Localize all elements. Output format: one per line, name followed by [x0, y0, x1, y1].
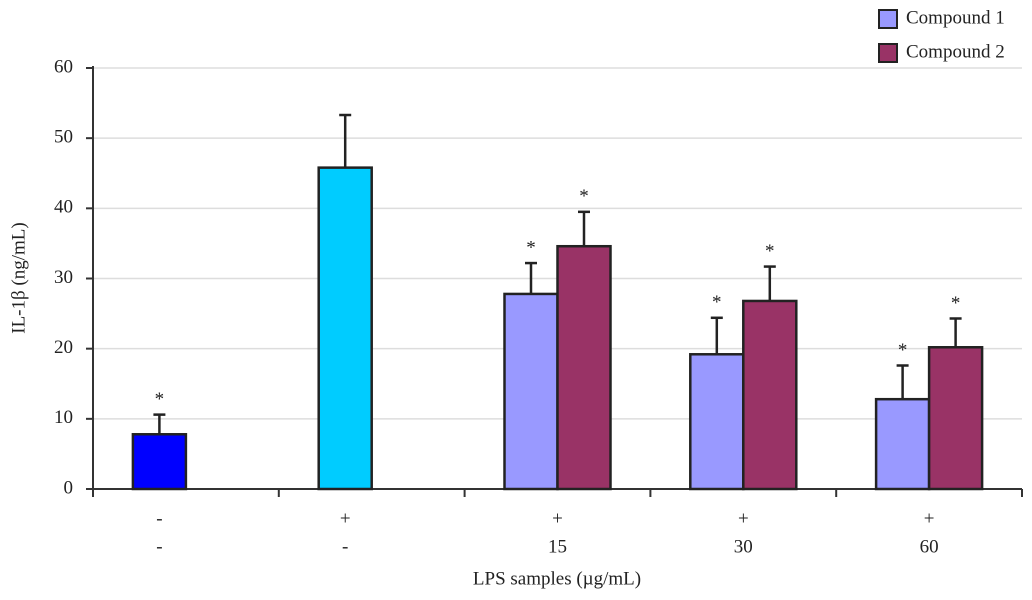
bar: [742, 299, 798, 491]
significance-mark: *: [898, 340, 908, 361]
x-tick-label: +: [924, 508, 935, 529]
x-tick-label: 30: [734, 536, 753, 557]
bar: [503, 292, 559, 491]
significance-mark: *: [712, 292, 722, 313]
x-tick-label: -: [156, 536, 162, 557]
significance-mark: *: [579, 186, 589, 207]
legend-label: Compound 1: [906, 7, 1005, 28]
x-tick-label: +: [340, 508, 351, 529]
legend-swatch: [878, 9, 898, 29]
x-tick-label: 60: [920, 536, 939, 557]
y-tick-label: 20: [54, 337, 73, 358]
significance-mark: *: [155, 389, 165, 410]
y-axis-title: IL-1β (ng/mL): [8, 222, 29, 334]
x-tick-label: 15: [548, 536, 567, 557]
x-tick-label: -: [342, 536, 348, 557]
y-tick-label: 10: [54, 407, 73, 428]
x-tick-label: +: [738, 508, 749, 529]
significance-mark: *: [526, 237, 536, 258]
y-tick-label: 30: [54, 267, 73, 288]
significance-mark: *: [765, 241, 775, 262]
y-tick-label: 40: [54, 197, 73, 218]
x-axis-title: LPS samples (µg/mL): [473, 568, 641, 589]
bar: [131, 433, 188, 491]
legend-label: Compound 2: [906, 41, 1005, 62]
bar: [317, 166, 373, 491]
y-tick-label: 50: [54, 127, 73, 148]
bar: [689, 353, 745, 491]
bar: [556, 244, 612, 491]
significance-mark: *: [951, 293, 961, 314]
y-tick-label: 60: [54, 56, 73, 77]
x-tick-label: -: [156, 508, 162, 529]
x-tick-label: +: [552, 508, 563, 529]
y-tick-label: 0: [64, 477, 74, 498]
legend-swatch: [878, 43, 898, 63]
bar: [927, 346, 984, 491]
bar: [874, 397, 931, 491]
